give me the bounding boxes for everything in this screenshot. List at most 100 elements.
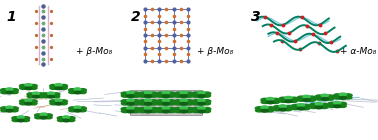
Circle shape [266, 109, 274, 112]
Circle shape [12, 119, 19, 122]
Circle shape [156, 100, 165, 103]
Circle shape [17, 116, 24, 118]
Circle shape [267, 101, 274, 104]
Circle shape [302, 107, 310, 110]
Circle shape [79, 109, 86, 112]
Circle shape [260, 107, 270, 111]
Circle shape [285, 96, 292, 99]
Circle shape [197, 108, 206, 112]
Circle shape [163, 99, 169, 102]
Circle shape [272, 101, 279, 103]
Circle shape [145, 110, 152, 113]
Circle shape [163, 107, 169, 109]
Circle shape [1, 89, 8, 92]
Circle shape [145, 107, 152, 109]
Circle shape [63, 116, 70, 118]
Circle shape [167, 100, 175, 103]
Circle shape [74, 106, 81, 109]
Circle shape [174, 100, 183, 103]
Circle shape [334, 96, 341, 99]
Circle shape [163, 91, 169, 94]
Circle shape [203, 94, 211, 97]
Circle shape [11, 109, 18, 112]
Circle shape [6, 88, 13, 90]
Circle shape [55, 87, 62, 90]
Circle shape [145, 95, 152, 97]
Circle shape [121, 94, 129, 97]
Circle shape [198, 91, 205, 94]
Circle shape [344, 94, 352, 97]
Circle shape [180, 91, 187, 94]
Circle shape [180, 107, 187, 109]
Circle shape [198, 95, 205, 97]
Circle shape [74, 88, 81, 90]
Circle shape [180, 99, 187, 102]
Circle shape [5, 108, 14, 111]
Circle shape [279, 100, 287, 102]
Circle shape [273, 106, 282, 109]
Circle shape [27, 93, 35, 96]
Circle shape [50, 84, 57, 87]
Circle shape [6, 91, 13, 94]
Circle shape [6, 109, 13, 112]
Circle shape [33, 95, 39, 98]
Circle shape [161, 93, 171, 96]
Circle shape [179, 93, 189, 96]
Circle shape [179, 100, 189, 104]
Circle shape [54, 101, 63, 104]
Circle shape [310, 106, 318, 108]
Circle shape [314, 104, 324, 108]
Circle shape [25, 102, 32, 105]
Circle shape [265, 99, 275, 103]
Circle shape [67, 117, 75, 120]
Circle shape [315, 95, 324, 98]
Circle shape [284, 108, 292, 111]
Circle shape [320, 103, 328, 106]
Circle shape [24, 85, 33, 88]
Circle shape [50, 87, 57, 89]
Polygon shape [130, 97, 202, 100]
Circle shape [290, 97, 298, 100]
Circle shape [175, 102, 182, 105]
Circle shape [320, 96, 330, 99]
Circle shape [297, 98, 305, 101]
Circle shape [30, 87, 37, 89]
Circle shape [192, 92, 200, 95]
Circle shape [79, 107, 86, 110]
Circle shape [290, 100, 297, 102]
Circle shape [255, 107, 263, 110]
Circle shape [60, 87, 67, 89]
Circle shape [132, 102, 139, 105]
Circle shape [132, 92, 140, 95]
Circle shape [174, 107, 183, 110]
Circle shape [267, 98, 274, 100]
Text: + α-Mo₈: + α-Mo₈ [340, 47, 376, 56]
Circle shape [125, 93, 135, 96]
Circle shape [55, 99, 62, 102]
Circle shape [167, 92, 175, 95]
Circle shape [192, 107, 200, 110]
Circle shape [60, 102, 67, 105]
Circle shape [180, 102, 187, 105]
Circle shape [22, 117, 29, 120]
Circle shape [302, 97, 311, 100]
Circle shape [149, 100, 158, 103]
Circle shape [37, 93, 45, 96]
Circle shape [55, 84, 62, 86]
Text: 2: 2 [130, 10, 140, 24]
Circle shape [73, 108, 82, 111]
Circle shape [302, 104, 310, 108]
Circle shape [5, 89, 14, 93]
Circle shape [167, 94, 175, 97]
Circle shape [163, 102, 169, 105]
Circle shape [333, 94, 342, 97]
Circle shape [328, 102, 336, 105]
Circle shape [321, 98, 328, 100]
Polygon shape [130, 112, 202, 115]
Circle shape [167, 110, 175, 113]
Circle shape [42, 93, 50, 96]
Circle shape [39, 115, 48, 118]
Circle shape [73, 89, 82, 93]
Circle shape [180, 95, 187, 97]
Circle shape [197, 100, 206, 104]
